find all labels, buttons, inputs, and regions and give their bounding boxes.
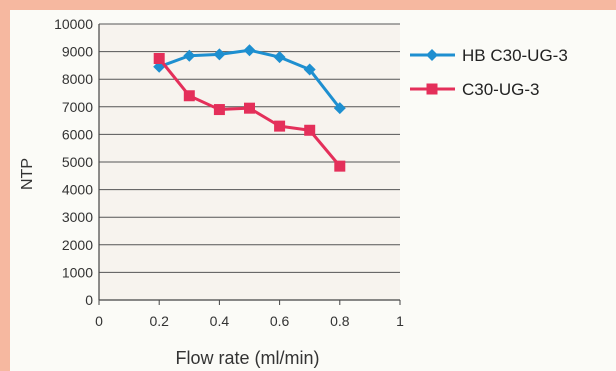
axes: 0100020003000400050006000700080009000100… [54,16,404,329]
y-tick-label: 4000 [62,182,93,198]
series-2 [153,53,346,172]
y-tick-label: 0 [85,292,93,308]
series-layer [153,44,346,172]
legend-label: HB C30-UG-3 [462,46,568,65]
y-axis-title: NTP [19,158,36,190]
legend-marker [426,83,438,95]
x-tick-label: 0.4 [210,313,230,329]
y-tick-label: 10000 [54,16,93,32]
chart-frame: 0 1000 2000 3000 4000 5000 6000 7000 8000 9000 100… [10,10,616,371]
x-tick-label: 0.2 [149,313,169,329]
y-tick-label: 3000 [62,209,93,225]
x-tick-label: 0.8 [330,313,350,329]
x-tick-label: 1 [396,313,404,329]
y-tick-label: 2000 [62,237,93,253]
data-point [334,160,346,172]
y-tick-label: 7000 [62,99,93,115]
y-tick-label: 8000 [62,71,93,87]
x-tick-label: 0.6 [270,313,290,329]
y-tick-label: 1000 [62,264,93,280]
data-point [183,90,195,102]
data-point [243,44,256,57]
data-point [333,102,346,115]
legend-item: C30-UG-3 [410,80,539,99]
data-point [304,124,316,136]
x-tick-label: 0 [95,313,103,329]
gridlines [99,23,400,273]
data-point [213,104,225,116]
y-tick-label: 9000 [62,44,93,60]
legend-label: C30-UG-3 [462,80,539,99]
data-point [273,51,286,64]
data-point [244,102,255,114]
data-point [303,63,316,76]
data-point [183,49,196,62]
y-tick-label: 5000 [62,154,93,170]
data-point [213,48,226,61]
legend-item: HB C30-UG-3 [410,46,568,65]
line-chart: 0100020003000400050006000700080009000100… [19,16,568,368]
x-axis-title: Flow rate (ml/min) [175,348,319,368]
legend-marker [426,49,438,61]
data-point [274,120,286,132]
y-tick-label: 6000 [62,126,93,142]
legend: HB C30-UG-3 C30-UG-3 [410,46,568,99]
data-point [153,53,165,64]
